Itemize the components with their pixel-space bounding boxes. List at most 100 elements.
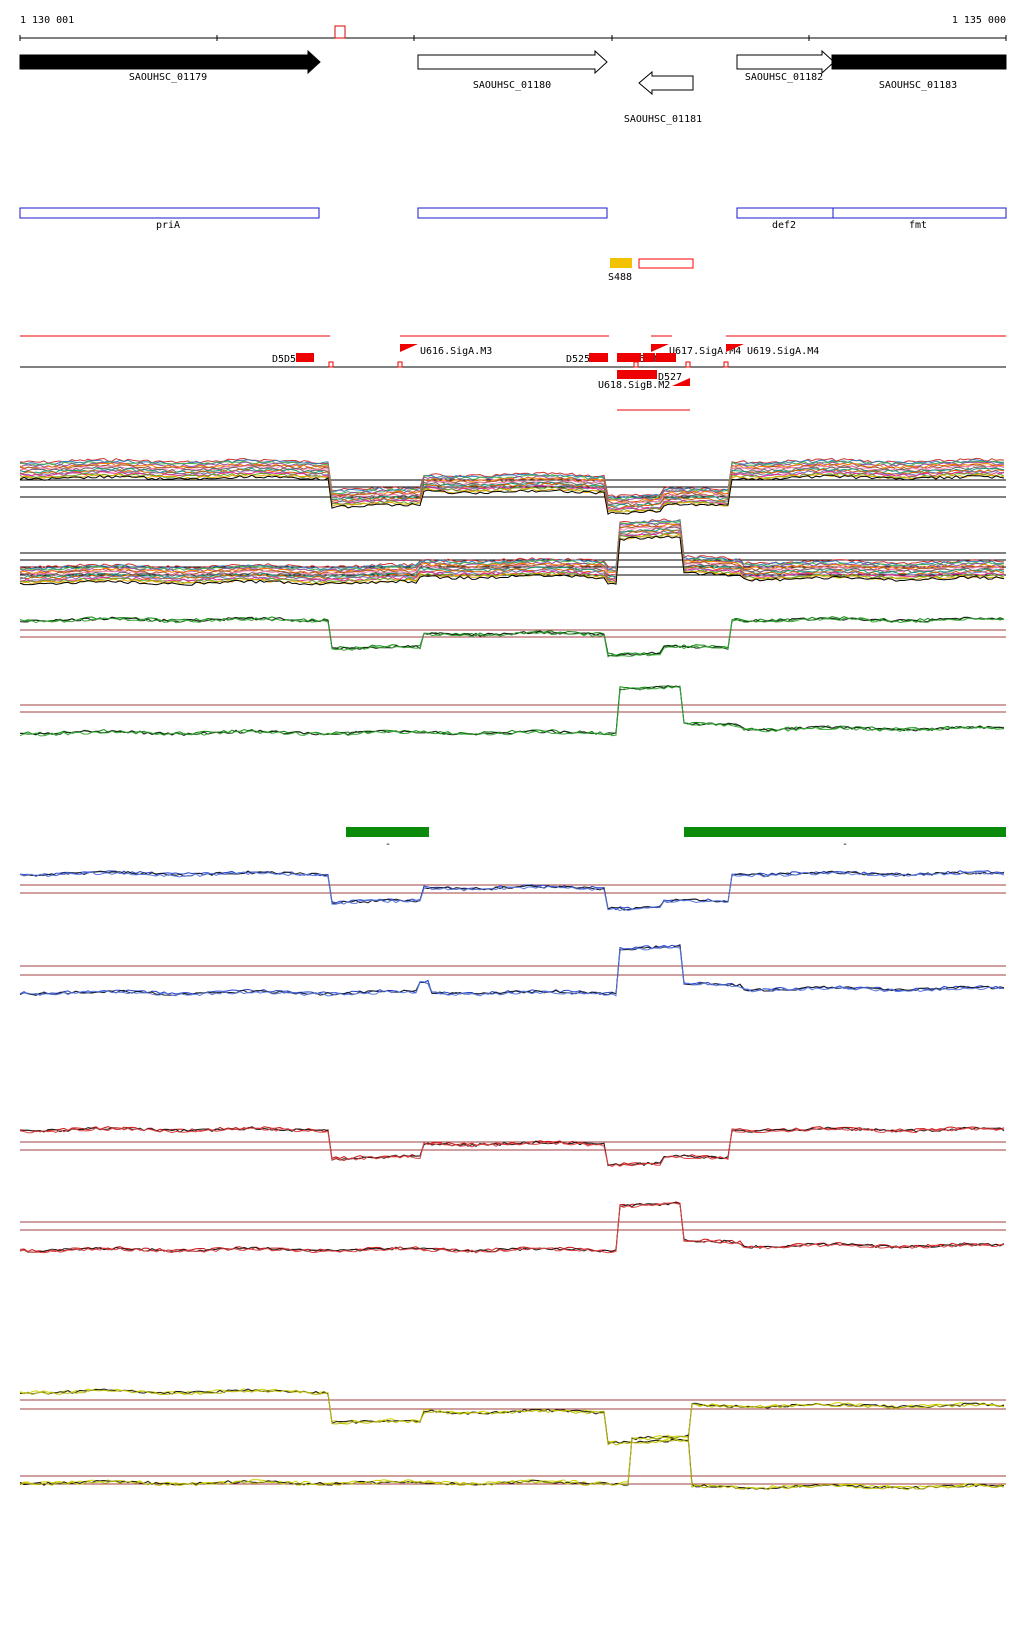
segment-label: D525: [566, 354, 590, 365]
feature-label-s488: S488: [608, 272, 632, 283]
profile-line: [19, 528, 1005, 580]
profile-line: [19, 533, 1005, 585]
yellow-profile-top: [19, 1388, 1006, 1446]
segment-tick: [397, 361, 403, 368]
profile-line: [19, 871, 1005, 912]
blue-profile-top: [19, 870, 1006, 912]
segment-flag: [400, 344, 418, 352]
feature-red-box[interactable]: [638, 258, 694, 269]
segment-label: U618.SigB.M2: [598, 380, 670, 391]
profile-line: [19, 472, 1005, 513]
gene-label-01183: SAOUHSC_01183: [879, 80, 957, 91]
profile-line: [19, 617, 1005, 658]
segment-block: [617, 353, 641, 362]
green-annotation-bar[interactable]: [684, 827, 1006, 837]
gene-label-01180: SAOUHSC_01180: [473, 80, 551, 91]
profile-line: [19, 1434, 1005, 1490]
gene-name-label: fmt: [909, 220, 927, 231]
ruler-marker: [334, 25, 346, 39]
profile-line: [20, 460, 1005, 501]
gene-name-label: def2: [772, 220, 796, 231]
segment-block: [656, 353, 676, 362]
green-annotation-bar[interactable]: [346, 827, 429, 837]
profile-line: [19, 1434, 1005, 1490]
gene-arrow-01182[interactable]: [736, 49, 835, 75]
gene-label-01179: SAOUHSC_01179: [129, 72, 207, 83]
red-profile-top: [19, 1126, 1006, 1168]
segment-flag: [726, 344, 744, 352]
multi-sample-profile-top: [19, 457, 1006, 515]
profile-line: [19, 1126, 1005, 1167]
gene-arrow-01181[interactable]: [638, 70, 694, 96]
segment-track: D5D524 U616.SigA.M3 D525 D528 U617.SigA.…: [20, 335, 1006, 411]
segment-tick: [328, 361, 334, 368]
gene-track: SAOUHSC_01179 SAOUHSC_01180 SAOUHSC_0118…: [19, 49, 1007, 125]
profile-line: [19, 522, 1005, 573]
profile-line: [19, 535, 1005, 586]
profile-line: [19, 945, 1005, 997]
expression-tracks: [19, 457, 1006, 1491]
gene-name-box-fmt[interactable]: [832, 207, 1007, 219]
gene-label-01182: SAOUHSC_01182: [745, 72, 823, 83]
gene-arrow-01179[interactable]: [19, 49, 321, 75]
segment-block: [296, 353, 314, 362]
profile-line: [19, 870, 1005, 911]
segment-flag: [672, 378, 690, 386]
profile-line: [19, 1126, 1005, 1166]
profile-line: [19, 1388, 1005, 1444]
gene-label-01181: SAOUHSC_01181: [624, 114, 702, 125]
ruler-start-label: 1 130 001: [20, 15, 74, 26]
profile-line: [19, 474, 1005, 515]
segment-block: [589, 353, 608, 362]
segment-flag: [651, 344, 669, 352]
segment-label: U617.SigA.M4: [669, 346, 741, 357]
profile-line: [19, 685, 1005, 737]
profile-line: [19, 685, 1005, 736]
profile-line: [19, 1388, 1005, 1445]
profile-line: [19, 532, 1005, 584]
yellow-profile-bottom: [19, 1434, 1006, 1491]
green-annotation-label: -: [385, 839, 391, 850]
segment-tick: [685, 361, 691, 368]
profile-line: [19, 466, 1005, 507]
green-profile-top: [19, 616, 1006, 658]
red-profile-bottom: [19, 1201, 1006, 1254]
gene-name-track: priA def2 fmt: [19, 207, 1007, 231]
profile-line: [19, 943, 1005, 996]
gene-arrow-01183[interactable]: [831, 54, 1007, 70]
segment-label: D5D524: [272, 354, 308, 365]
segment-label: D527: [658, 372, 682, 383]
profile-line: [19, 1127, 1005, 1168]
segment-label: U616.SigA.M3: [420, 346, 492, 357]
profile-line: [19, 462, 1005, 503]
profile-line: [19, 1202, 1005, 1254]
multi-sample-profile-bottom: [19, 518, 1006, 586]
feature-s488[interactable]: [610, 258, 632, 268]
gene-name-box-pria[interactable]: [19, 207, 320, 219]
green-annotation-label: -: [842, 839, 848, 850]
profile-line: [19, 529, 1005, 580]
gene-name-box[interactable]: [417, 207, 608, 219]
profile-line: [19, 870, 1005, 911]
ruler-end-label: 1 135 000: [952, 15, 1006, 26]
segment-block: [643, 353, 655, 362]
profile-line: [19, 1389, 1005, 1446]
small-feature-track: S488: [608, 258, 694, 283]
segment-label: U619.SigA.M4: [747, 346, 819, 357]
segment-block: [617, 370, 657, 379]
profile-line: [19, 526, 1005, 578]
profile-line: [19, 518, 1005, 570]
coordinate-ruler: 1 130 001 1 135 000: [19, 15, 1007, 41]
segment-tick: [633, 361, 639, 368]
gene-name-label: priA: [156, 220, 180, 231]
segment-tick: [723, 361, 729, 368]
gene-name-box-def2[interactable]: [736, 207, 834, 219]
green-annotation-track: - -: [346, 827, 1006, 850]
gene-arrow-01180[interactable]: [417, 49, 608, 75]
profile-line: [19, 1435, 1005, 1491]
profile-line: [19, 523, 1005, 575]
profile-line: [19, 1201, 1005, 1253]
profile-line: [19, 463, 1005, 505]
blue-profile-bottom: [19, 943, 1006, 997]
